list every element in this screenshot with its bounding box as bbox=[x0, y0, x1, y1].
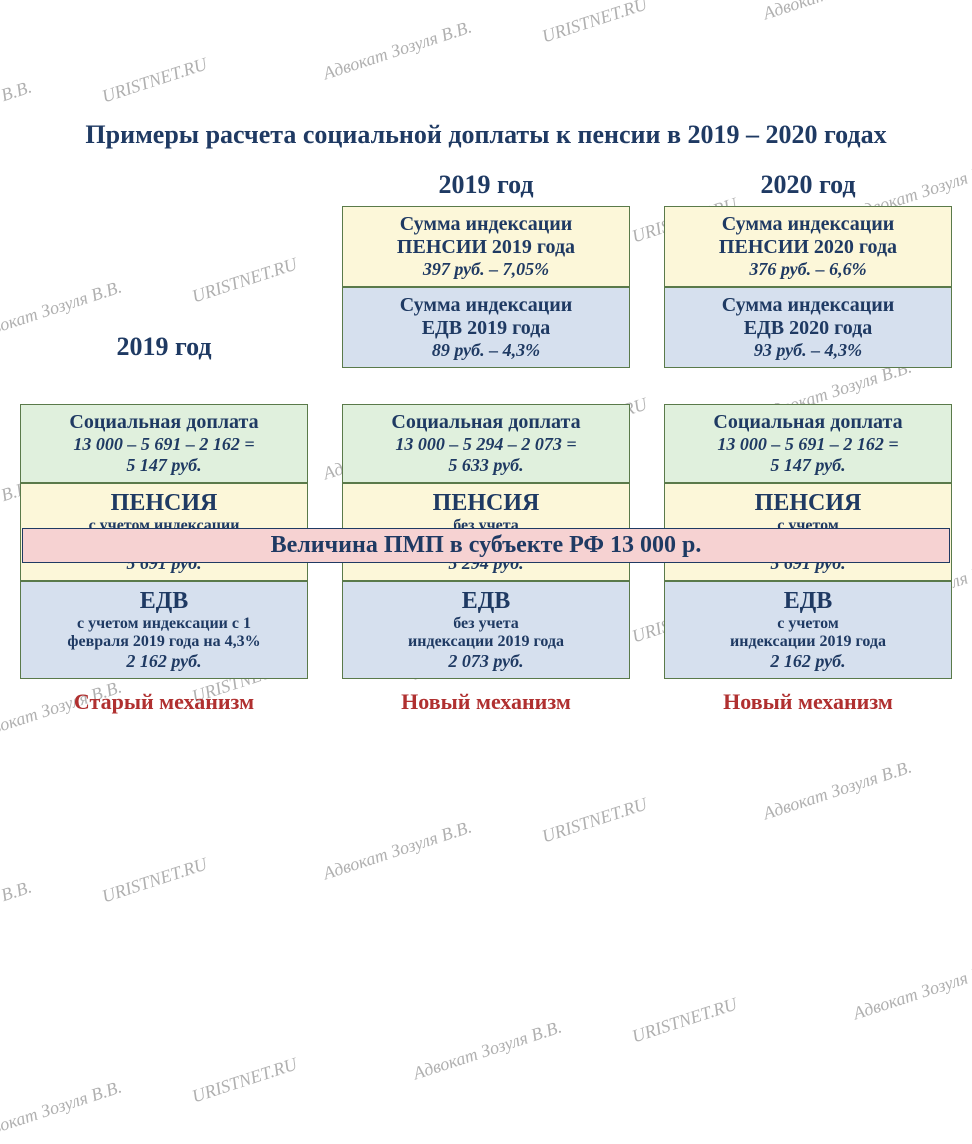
box-line: Сумма индексации bbox=[673, 294, 943, 317]
watermark-text: Адвокат Зозуля В.В. bbox=[0, 1077, 124, 1144]
column-0: 2019 год Социальная доплата13 000 – 5 691… bbox=[20, 332, 308, 715]
top-box-1: Сумма индексацииЕДВ 2020 года93 руб. – 4… bbox=[664, 287, 952, 368]
top-box-0: Сумма индексацииПЕНСИИ 2020 года376 руб.… bbox=[664, 206, 952, 287]
box-line: без учета bbox=[351, 615, 621, 633]
box-line: 5 147 руб. bbox=[673, 455, 943, 476]
box-line: 2 162 руб. bbox=[673, 651, 943, 672]
mechanism-label: Новый механизм bbox=[664, 689, 952, 715]
page-title: Примеры расчета социальной доплаты к пен… bbox=[20, 120, 952, 150]
content: Примеры расчета социальной доплаты к пен… bbox=[0, 120, 972, 715]
pmp-spacer bbox=[20, 368, 308, 404]
watermark-text: URISTNET.RU bbox=[539, 794, 649, 848]
below-box-2: ЕДВс учетоминдексации 2019 года2 162 руб… bbox=[664, 581, 952, 679]
box-line: Сумма индексации bbox=[351, 213, 621, 236]
box-line: 13 000 – 5 691 – 2 162 = bbox=[673, 434, 943, 455]
column-2: 2020 годСумма индексацииПЕНСИИ 2020 года… bbox=[664, 170, 952, 715]
below-box-0: Социальная доплата13 000 – 5 691 – 2 162… bbox=[20, 404, 308, 483]
watermark-text: Адвокат Зозуля В.В. bbox=[851, 957, 972, 1025]
box-line: 89 руб. – 4,3% bbox=[351, 340, 621, 361]
watermark-text: Адвокат Зозуля В.В. bbox=[321, 817, 475, 885]
box-line: 5 633 руб. bbox=[351, 455, 621, 476]
watermark-text: URISTNET.RU bbox=[99, 54, 209, 108]
watermark-text: Адвокат Зозуля В.В. bbox=[761, 0, 915, 24]
box-line: Социальная доплата bbox=[29, 411, 299, 434]
box-line: ПЕНСИЯ bbox=[29, 490, 299, 517]
box-line: 13 000 – 5 294 – 2 073 = bbox=[351, 434, 621, 455]
below-box-0: Социальная доплата13 000 – 5 294 – 2 073… bbox=[342, 404, 630, 483]
box-line: ЕДВ bbox=[351, 588, 621, 615]
watermark-text: Адвокат Зозуля В.В. bbox=[321, 17, 475, 85]
year-header: 2019 год bbox=[342, 170, 630, 200]
year-header: 2019 год bbox=[20, 332, 308, 362]
box-line: ПЕНСИЯ bbox=[351, 490, 621, 517]
pmp-bar: Величина ПМП в субъекте РФ 13 000 р. bbox=[22, 528, 950, 563]
mechanism-label: Новый механизм bbox=[342, 689, 630, 715]
watermark-text: URISTNET.RU bbox=[629, 994, 739, 1048]
top-box-0: Сумма индексацииПЕНСИИ 2019 года397 руб.… bbox=[342, 206, 630, 287]
box-line: 376 руб. – 6,6% bbox=[673, 259, 943, 280]
box-line: Сумма индексации bbox=[351, 294, 621, 317]
box-line: 13 000 – 5 691 – 2 162 = bbox=[29, 434, 299, 455]
columns-container: 2019 годСоциальная доплата13 000 – 5 691… bbox=[20, 170, 952, 715]
box-line: февраля 2019 года на 4,3% bbox=[29, 633, 299, 651]
box-line: 397 руб. – 7,05% bbox=[351, 259, 621, 280]
box-line: 93 руб. – 4,3% bbox=[673, 340, 943, 361]
below-box-0: Социальная доплата13 000 – 5 691 – 2 162… bbox=[664, 404, 952, 483]
box-line: с учетом индексации с 1 bbox=[29, 615, 299, 633]
box-line: ЕДВ 2020 года bbox=[673, 317, 943, 340]
watermark-text: Адвокат Зозуля В.В. bbox=[0, 877, 34, 945]
box-line: ЕДВ 2019 года bbox=[351, 317, 621, 340]
box-line: ЕДВ bbox=[673, 588, 943, 615]
below-box-2: ЕДВбез учетаиндексации 2019 года2 073 ру… bbox=[342, 581, 630, 679]
box-line: ПЕНСИИ 2019 года bbox=[351, 236, 621, 259]
box-line: ЕДВ bbox=[29, 588, 299, 615]
pmp-spacer bbox=[664, 368, 952, 404]
watermark-text: Адвокат Зозуля В.В. bbox=[761, 757, 915, 825]
box-line: 5 147 руб. bbox=[29, 455, 299, 476]
year-header: 2020 год bbox=[664, 170, 952, 200]
box-line: Сумма индексации bbox=[673, 213, 943, 236]
watermark-text: Адвокат Зозуля В.В. bbox=[411, 1017, 565, 1085]
below-box-2: ЕДВс учетом индексации с 1февраля 2019 г… bbox=[20, 581, 308, 679]
pmp-spacer bbox=[342, 368, 630, 404]
mechanism-label: Старый механизм bbox=[20, 689, 308, 715]
box-line: ПЕНСИЯ bbox=[673, 490, 943, 517]
box-line: Социальная доплата bbox=[351, 411, 621, 434]
top-box-1: Сумма индексацииЕДВ 2019 года89 руб. – 4… bbox=[342, 287, 630, 368]
box-line: Социальная доплата bbox=[673, 411, 943, 434]
box-line: 2 162 руб. bbox=[29, 651, 299, 672]
box-line: ПЕНСИИ 2020 года bbox=[673, 236, 943, 259]
column-1: 2019 годСумма индексацииПЕНСИИ 2019 года… bbox=[342, 170, 630, 715]
box-line: с учетом bbox=[673, 615, 943, 633]
box-line: индексации 2019 года bbox=[351, 633, 621, 651]
watermark-text: URISTNET.RU bbox=[99, 854, 209, 908]
watermark-text: URISTNET.RU bbox=[189, 1054, 299, 1108]
box-line: 2 073 руб. bbox=[351, 651, 621, 672]
box-line: индексации 2019 года bbox=[673, 633, 943, 651]
watermark-text: URISTNET.RU bbox=[539, 0, 649, 47]
